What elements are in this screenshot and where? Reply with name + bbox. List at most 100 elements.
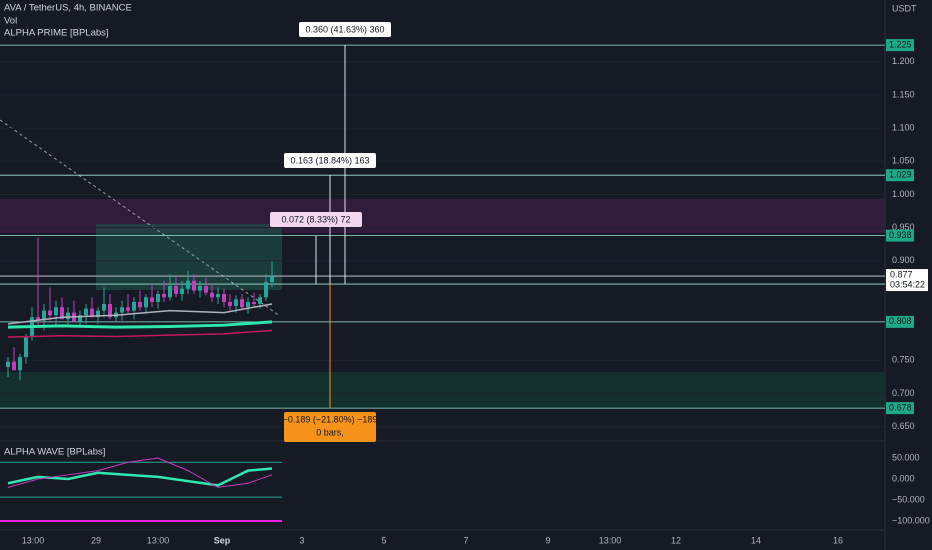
candle-body <box>42 310 46 321</box>
last-price-label: 0.877 <box>890 269 913 279</box>
oscillator-line <box>7 457 273 488</box>
candle-body <box>270 276 274 283</box>
candle-body <box>222 293 226 302</box>
candle-body <box>54 307 58 316</box>
candle-body <box>126 307 130 311</box>
candle-body <box>252 301 256 304</box>
indicator-line <box>7 329 273 338</box>
measure-box <box>299 22 391 37</box>
candle-body <box>60 307 64 320</box>
level-tag <box>886 315 914 328</box>
candle-body <box>204 286 208 293</box>
candle-body <box>18 357 22 371</box>
candle-body <box>108 303 112 318</box>
candle-body <box>210 292 214 298</box>
candle-body <box>138 301 142 308</box>
candle-body <box>174 286 178 294</box>
candle-body <box>168 286 172 298</box>
candle-body <box>48 310 52 316</box>
level-tag <box>886 229 914 242</box>
level-tag <box>886 39 914 52</box>
candle-body <box>258 297 262 304</box>
candle-body <box>102 303 106 311</box>
x-tick-label: 3 <box>299 535 304 545</box>
x-tick-label: 9 <box>545 535 550 545</box>
candle-body <box>246 301 250 308</box>
currency: USDT <box>892 3 917 13</box>
candle-body <box>264 282 268 298</box>
indicator-line <box>7 303 273 325</box>
last-price-tag <box>886 269 928 292</box>
candle-body <box>156 293 160 302</box>
candle-body <box>228 301 232 306</box>
indicator-line <box>7 320 273 329</box>
candle-body <box>90 308 94 318</box>
candle-body <box>180 288 184 294</box>
y-tick-label: 50.000 <box>892 452 920 462</box>
candle-body <box>78 315 82 322</box>
measure-label: 0.072 (8.33%) 72 <box>281 214 350 224</box>
demand-zone <box>0 372 885 408</box>
level-label: 1.225 <box>889 40 912 50</box>
candle-body <box>234 299 238 306</box>
candle-body <box>12 361 16 371</box>
candle-body <box>192 280 196 291</box>
indicator-label: ALPHA PRIME [BPLabs] <box>4 28 109 39</box>
x-tick-label: 13:00 <box>22 535 45 545</box>
candle-body <box>36 317 40 321</box>
candle-body <box>96 310 100 318</box>
x-tick-label: 13:00 <box>599 535 622 545</box>
measure-box <box>270 212 362 227</box>
symbol: AVA / TetherUS, 4h, BINANCE <box>4 3 132 14</box>
y-tick-label: 0.700 <box>892 388 915 398</box>
measure-label: 0.163 (18.84%) 163 <box>290 155 369 165</box>
oscillator-line <box>7 467 273 487</box>
x-tick-label: 16 <box>833 535 843 545</box>
y-tick-label: 0.750 <box>892 355 915 365</box>
candle-body <box>150 297 154 302</box>
volume-label: Vol <box>4 16 17 27</box>
y-tick-label: 0.900 <box>892 255 915 265</box>
measure-label: 0.360 (41.63%) 360 <box>305 24 384 34</box>
y-tick-label: 0.000 <box>892 473 915 483</box>
x-tick-label: 29 <box>91 535 101 545</box>
y-tick-label: −50.000 <box>892 494 925 504</box>
y-tick-label: 1.050 <box>892 156 915 166</box>
level-label: 0.938 <box>889 230 912 240</box>
x-tick-label: 14 <box>751 535 761 545</box>
range-box <box>96 224 282 290</box>
y-tick-label: 1.100 <box>892 122 915 132</box>
y-tick-label: −100.000 <box>892 515 930 525</box>
candle-body <box>24 337 28 358</box>
x-tick-label: Sep <box>214 535 231 545</box>
y-tick-label: 1.200 <box>892 56 915 66</box>
y-tick-label: 0.650 <box>892 421 915 431</box>
x-tick-label: 5 <box>381 535 386 545</box>
y-tick-label: 1.000 <box>892 189 915 199</box>
countdown: 03:54:22 <box>890 279 925 289</box>
x-tick-label: 7 <box>463 535 468 545</box>
level-tag <box>886 169 914 182</box>
y-tick-label: 0.950 <box>892 222 915 232</box>
measure-box <box>284 153 376 168</box>
candle-body <box>66 312 70 320</box>
x-tick-label: 12 <box>671 535 681 545</box>
level-label: 0.678 <box>889 403 912 413</box>
x-tick-label: 13:00 <box>147 535 170 545</box>
candle-body <box>198 286 202 291</box>
candle-body <box>162 293 166 298</box>
candle-body <box>240 299 244 308</box>
level-label: 1.029 <box>889 170 912 180</box>
level-label: 0.808 <box>889 316 912 326</box>
y-tick-label: 1.150 <box>892 89 915 99</box>
trend-line <box>0 119 281 317</box>
measure-box <box>284 412 376 442</box>
measure-bars: 0 bars, <box>316 427 344 437</box>
candle-body <box>6 361 10 367</box>
candle-body <box>132 301 136 311</box>
level-tag <box>886 402 914 415</box>
candle-body <box>120 307 124 313</box>
candle-body <box>84 308 88 316</box>
